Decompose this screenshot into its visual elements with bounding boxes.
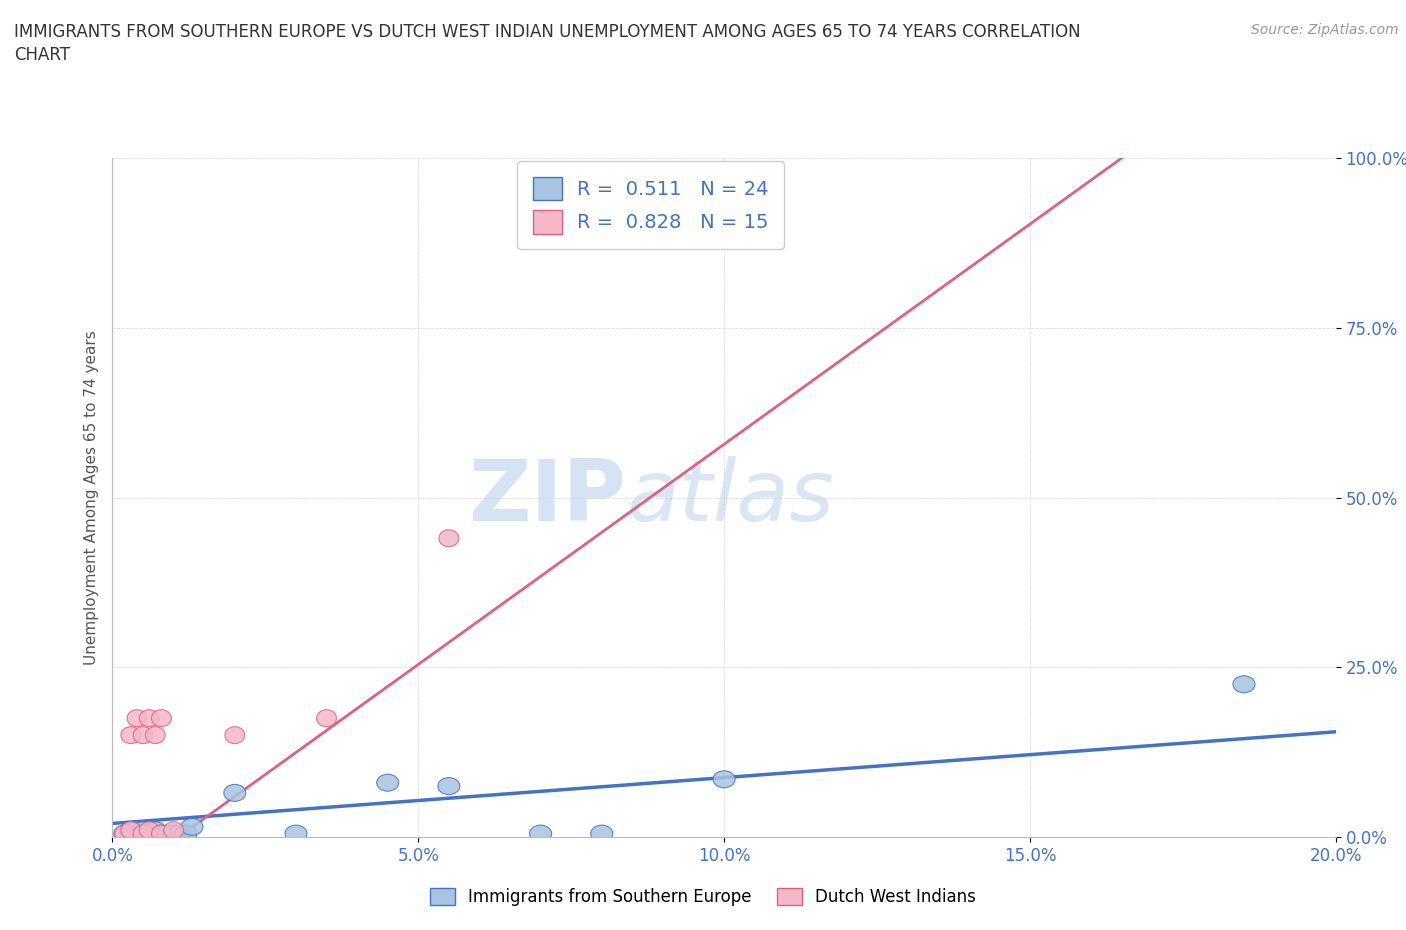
Ellipse shape (120, 822, 142, 839)
Ellipse shape (377, 774, 399, 791)
Ellipse shape (120, 825, 142, 842)
Ellipse shape (437, 777, 460, 794)
Text: Source: ZipAtlas.com: Source: ZipAtlas.com (1251, 23, 1399, 37)
Ellipse shape (138, 825, 160, 842)
Ellipse shape (591, 825, 613, 842)
Text: CHART: CHART (14, 46, 70, 64)
Ellipse shape (163, 825, 184, 842)
Ellipse shape (152, 825, 172, 842)
Ellipse shape (145, 822, 166, 839)
Ellipse shape (127, 825, 148, 842)
Ellipse shape (115, 825, 135, 842)
Text: IMMIGRANTS FROM SOUTHERN EUROPE VS DUTCH WEST INDIAN UNEMPLOYMENT AMONG AGES 65 : IMMIGRANTS FROM SOUTHERN EUROPE VS DUTCH… (14, 23, 1081, 41)
Ellipse shape (139, 822, 159, 839)
Ellipse shape (181, 818, 202, 835)
Text: atlas: atlas (626, 456, 834, 539)
Legend: Immigrants from Southern Europe, Dutch West Indians: Immigrants from Southern Europe, Dutch W… (423, 881, 983, 912)
Ellipse shape (150, 825, 173, 842)
Ellipse shape (163, 822, 184, 839)
Ellipse shape (156, 825, 179, 842)
Ellipse shape (152, 710, 172, 726)
Ellipse shape (145, 726, 165, 744)
Ellipse shape (316, 710, 336, 726)
Ellipse shape (132, 825, 155, 842)
Ellipse shape (134, 726, 153, 744)
Ellipse shape (530, 825, 551, 842)
Ellipse shape (1233, 676, 1256, 693)
Ellipse shape (285, 825, 307, 842)
Ellipse shape (127, 710, 146, 726)
Ellipse shape (121, 822, 141, 839)
Ellipse shape (121, 726, 141, 744)
Ellipse shape (134, 825, 153, 842)
Ellipse shape (139, 710, 159, 726)
Ellipse shape (132, 822, 155, 839)
Legend: R =  0.511   N = 24, R =  0.828   N = 15: R = 0.511 N = 24, R = 0.828 N = 15 (517, 161, 785, 249)
Ellipse shape (174, 825, 197, 842)
Ellipse shape (713, 771, 735, 788)
Ellipse shape (224, 784, 246, 802)
Ellipse shape (169, 825, 191, 842)
Ellipse shape (114, 825, 136, 842)
Y-axis label: Unemployment Among Ages 65 to 74 years: Unemployment Among Ages 65 to 74 years (83, 330, 98, 665)
Ellipse shape (439, 530, 458, 547)
Ellipse shape (127, 822, 148, 839)
Ellipse shape (225, 726, 245, 744)
Text: ZIP: ZIP (468, 456, 626, 539)
Ellipse shape (132, 825, 155, 842)
